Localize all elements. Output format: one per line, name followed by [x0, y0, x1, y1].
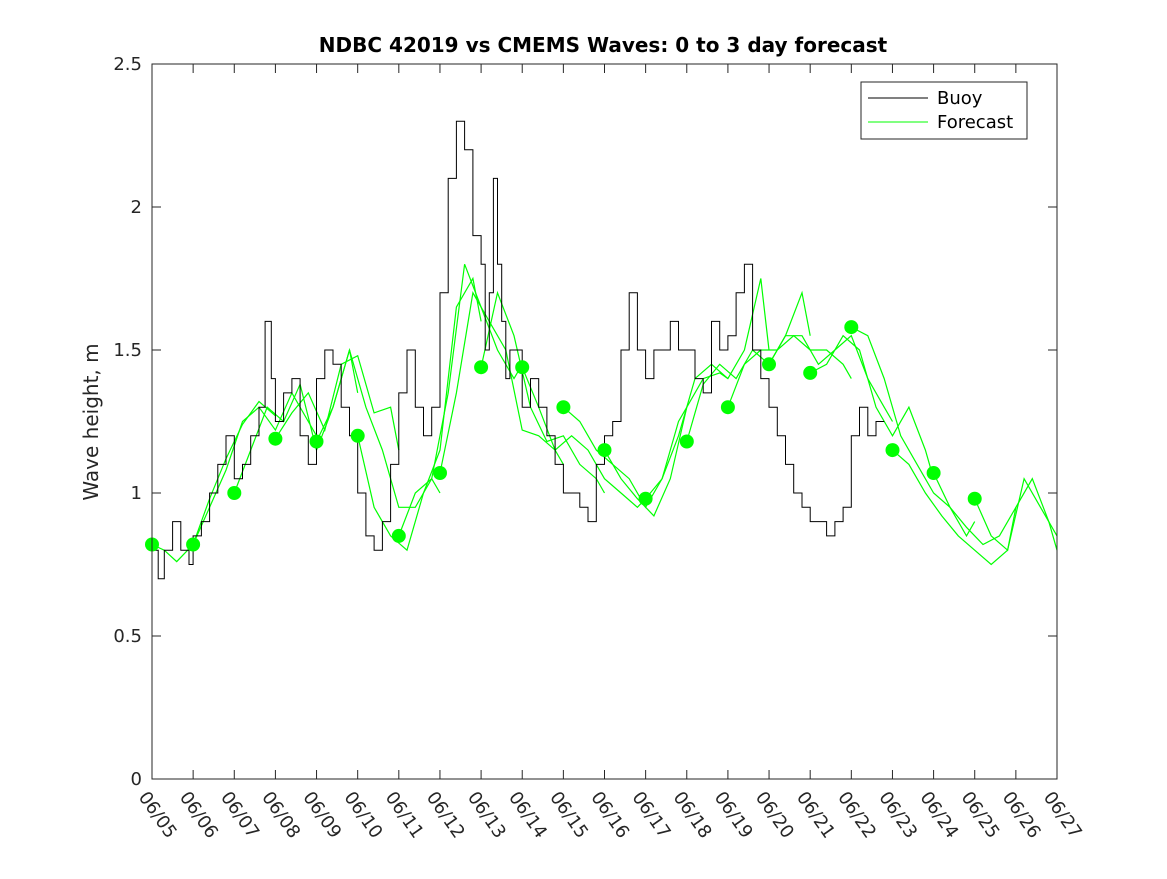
forecast-line-13: [645, 278, 770, 500]
forecast-start-point: [885, 443, 900, 458]
x-tick-label: 06/09: [298, 788, 345, 843]
forecast-start-point: [926, 466, 941, 480]
forecast-line-14: [686, 290, 811, 442]
y-tick-label: 0.5: [113, 626, 142, 647]
forecast-line-9: [480, 290, 606, 494]
legend: Buoy Forecast: [860, 81, 1028, 140]
legend-forecast-label: Forecast: [937, 112, 1013, 133]
x-tick-label: 06/11: [381, 788, 428, 843]
x-tick-label: 06/25: [957, 788, 1004, 843]
x-tick-label: 06/15: [545, 788, 592, 843]
x-tick-label: 06/17: [628, 788, 675, 843]
x-tick-label: 06/22: [833, 788, 880, 843]
x-tick-label: 06/27: [1039, 788, 1086, 843]
forecast-line-19: [892, 449, 1017, 566]
x-tick-label: 06/08: [257, 788, 304, 843]
forecast-start-point: [556, 400, 571, 415]
forecast-start-point: [720, 400, 735, 415]
buoy-line: [152, 120, 885, 580]
chart-title: NDBC 42019 vs CMEMS Waves: 0 to 3 day fo…: [319, 33, 888, 57]
forecast-line-6: [357, 276, 482, 552]
forecast-start-point: [844, 320, 859, 335]
x-tick-label: 06/23: [874, 788, 921, 843]
forecast-line-20: [933, 472, 1058, 551]
legend-box: [860, 81, 1028, 140]
x-tick-label: 06/24: [915, 788, 962, 843]
x-tick-label: 06/06: [175, 788, 222, 843]
legend-buoy-label: Buoy: [937, 88, 983, 109]
plot-area: [145, 120, 1058, 580]
x-tick-label: 06/05: [134, 788, 181, 843]
forecast-line-4: [274, 354, 400, 451]
forecast-line-15: [727, 334, 852, 408]
x-tick-label: 06/20: [751, 788, 798, 843]
y-axis-label: Wave height, m: [79, 343, 103, 500]
x-tick-label: 06/10: [340, 788, 387, 843]
forecast-line-7: [398, 263, 523, 537]
y-tick-label: 2.5: [113, 54, 142, 75]
x-tick-label: 06/18: [669, 788, 716, 843]
forecast-start-point: [391, 528, 406, 543]
x-tick-label: 06/19: [710, 788, 757, 843]
x-tick-label: 06/12: [422, 788, 469, 843]
forecast-start-point: [309, 434, 324, 449]
forecast-start-point: [474, 360, 489, 375]
forecast-start-point: [433, 466, 447, 480]
forecast-start-point: [803, 365, 818, 380]
forecast-start-point: [597, 443, 612, 458]
forecast-start-point: [350, 428, 365, 443]
forecast-start-point: [679, 434, 694, 449]
y-tick-label: 1.5: [113, 340, 142, 361]
y-tick-label: 2: [131, 197, 142, 218]
forecast-start-point: [762, 357, 776, 372]
forecast-line-12: [603, 372, 729, 517]
y-tick-label: 0: [131, 769, 142, 790]
forecast-line-16: [768, 334, 894, 422]
forecast-line-1: [151, 400, 276, 563]
forecast-start-point: [186, 537, 201, 552]
x-tick-label: 06/13: [463, 788, 510, 843]
x-tick-label: 06/14: [504, 788, 551, 843]
forecast-line-5: [315, 347, 441, 508]
x-tick-label: 06/21: [792, 788, 839, 843]
x-tick-label: 06/07: [216, 788, 263, 843]
axes-frame: [151, 63, 1058, 780]
forecast-line-21: [974, 477, 1058, 552]
forecast-start-point: [227, 486, 242, 500]
forecast-start-point: [967, 491, 982, 506]
forecast-line-10: [521, 366, 647, 509]
forecast-line-17: [809, 334, 935, 479]
forecast-start-point: [515, 360, 530, 375]
x-tick-label: 06/26: [998, 788, 1045, 843]
forecast-start-point: [638, 491, 653, 506]
forecast-start-point: [268, 431, 283, 446]
forecast-line-11: [563, 406, 688, 509]
x-tick-label: 06/16: [586, 788, 633, 843]
y-tick-label: 1: [131, 483, 142, 504]
forecast-line-2: [192, 391, 318, 545]
forecast-line-18: [851, 326, 976, 538]
